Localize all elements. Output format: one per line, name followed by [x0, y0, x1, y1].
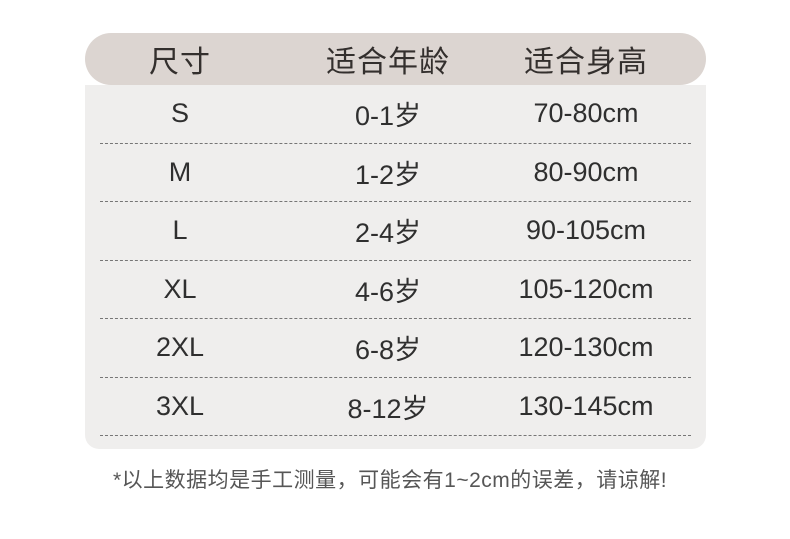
table-header-row: 尺寸 适合年龄 适合身高: [85, 33, 706, 85]
column-header-size: 尺寸: [149, 46, 211, 79]
column-header-height: 适合身高: [524, 46, 648, 79]
cell-height: 70-80cm: [533, 98, 639, 129]
table-row: XL 4-6岁 105-120cm: [85, 261, 706, 319]
table-row: L 2-4岁 90-105cm: [85, 202, 706, 260]
measurement-disclaimer: *以上数据均是手工测量，可能会有1~2cm的误差，请谅解!: [113, 469, 668, 492]
cell-size: 3XL: [155, 390, 205, 421]
cell-age: 1-2岁: [354, 159, 422, 190]
cell-size: S: [170, 98, 189, 129]
cell-height: 90-105cm: [525, 215, 647, 246]
table-row: S 0-1岁 70-80cm: [85, 85, 706, 143]
cell-height: 105-120cm: [518, 273, 654, 304]
cell-size: 2XL: [155, 332, 205, 363]
row-divider: [100, 142, 691, 144]
cell-age: 0-1岁: [354, 101, 422, 132]
cell-height: 120-130cm: [518, 332, 654, 363]
table-row: 3XL 8-12岁 130-145cm: [85, 378, 706, 436]
table-body: S 0-1岁 70-80cm M 1-2岁 80-90cm L 2-4岁 90-: [85, 85, 706, 449]
column-header-age: 适合年龄: [326, 46, 450, 79]
cell-age: 8-12岁: [347, 393, 429, 424]
row-divider: [100, 435, 691, 436]
cell-size: M: [168, 156, 192, 187]
cell-age: 2-4岁: [354, 218, 422, 249]
row-divider: [100, 318, 691, 319]
cell-height: 80-90cm: [533, 156, 639, 187]
table-row: 2XL 6-8岁 120-130cm: [85, 319, 706, 377]
row-divider: [100, 201, 691, 202]
cell-height: 130-145cm: [518, 390, 654, 421]
cell-age: 4-6岁: [354, 276, 422, 307]
cell-size: XL: [163, 273, 197, 304]
row-divider: [100, 259, 691, 261]
table-row: M 1-2岁 80-90cm: [85, 144, 706, 202]
cell-age: 6-8岁: [354, 335, 422, 366]
row-divider: [100, 376, 691, 378]
cell-size: L: [172, 215, 188, 246]
size-chart-table: 尺寸 适合年龄 适合身高 S 0-1岁 70-80cm M 1-2岁 80-90…: [85, 33, 706, 449]
